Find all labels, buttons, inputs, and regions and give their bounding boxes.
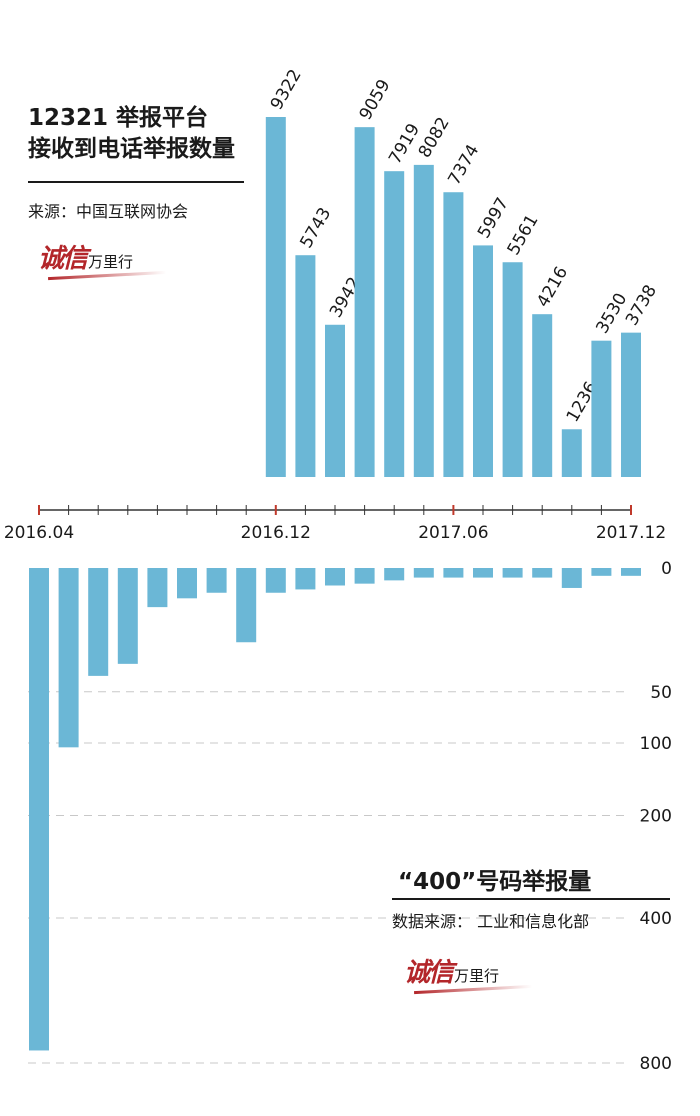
logo-brand-small: 万里行 <box>454 967 500 985</box>
bar-12321 <box>561 429 582 477</box>
bar-400 <box>29 568 49 1051</box>
bar-12321-value-label: 8082 <box>415 114 454 161</box>
bar-400 <box>206 568 227 593</box>
bar-400 <box>117 568 138 664</box>
bar-12321 <box>354 127 375 477</box>
bottom-chart-title: “400”号码举报量 <box>398 869 592 895</box>
bar-12321 <box>532 314 553 477</box>
top-chart-title-line1: 12321 举报平台 <box>28 105 209 131</box>
bar-12321 <box>591 340 612 477</box>
bar-400 <box>413 568 434 578</box>
bar-12321 <box>295 255 316 477</box>
bar-400 <box>177 568 197 599</box>
bar-12321-value-label: 9059 <box>356 76 395 123</box>
bar-400 <box>473 568 493 578</box>
bar-12321 <box>384 171 405 477</box>
x-axis-tick-label: 2016.12 <box>241 523 311 543</box>
bar-400 <box>532 568 553 578</box>
bar-12321 <box>265 117 286 477</box>
y-axis-tick-label: 100 <box>640 734 672 754</box>
x-axis-tick-label: 2017.12 <box>596 523 666 543</box>
bar-12321 <box>473 245 493 477</box>
top-title-rule <box>28 181 244 183</box>
bar-12321 <box>325 324 345 477</box>
bar-400 <box>591 568 612 576</box>
logo-brand-big: 诚信 <box>404 958 454 988</box>
x-axis-tick-label: 2017.06 <box>418 523 488 543</box>
bar-400 <box>88 568 109 676</box>
bar-400 <box>384 568 405 581</box>
bar-400 <box>325 568 345 586</box>
bar-12321-value-label: 4216 <box>533 263 572 310</box>
bar-400 <box>502 568 523 578</box>
logo-brand-big: 诚信 <box>38 244 88 274</box>
bar-400 <box>58 568 79 748</box>
bar-12321 <box>443 192 464 477</box>
bar-400 <box>354 568 375 584</box>
bar-12321 <box>413 164 434 477</box>
y-axis-tick-label: 0 <box>661 559 672 579</box>
bar-12321-value-label: 9322 <box>267 66 306 113</box>
y-axis-tick-label: 400 <box>640 909 672 929</box>
bar-12321 <box>621 332 641 477</box>
y-axis-tick-label: 800 <box>640 1054 672 1074</box>
logo-brand-small: 万里行 <box>88 253 134 271</box>
bar-12321-value-label: 5561 <box>504 211 543 258</box>
top-chart-title-line2: 接收到电话举报数量 <box>28 136 235 162</box>
bar-400 <box>621 568 641 576</box>
bar-400 <box>443 568 464 578</box>
bar-12321 <box>502 262 523 477</box>
bar-400 <box>147 568 168 608</box>
y-axis-tick-label: 50 <box>650 683 672 703</box>
x-axis-tick-label: 2016.04 <box>4 523 74 543</box>
bar-12321-value-label: 5743 <box>296 204 335 251</box>
bar-400 <box>295 568 316 590</box>
top-chart-title: 12321 举报平台 接收到电话举报数量 <box>28 103 235 165</box>
bottom-chart-source: 数据来源： 工业和信息化部 <box>392 912 590 931</box>
bar-400 <box>265 568 286 593</box>
top-chart-source: 来源：中国互联网协会 <box>28 202 189 221</box>
bar-400 <box>236 568 257 643</box>
bar-12321-value-label: 7374 <box>444 141 483 188</box>
bar-400 <box>561 568 582 588</box>
brand-logo: 诚信 万里行 <box>38 238 166 281</box>
bar-12321-value-label: 5997 <box>474 194 513 241</box>
bottom-title-rule <box>392 898 670 900</box>
brand-logo: 诚信 万里行 <box>404 952 532 995</box>
y-axis-tick-label: 200 <box>640 807 672 827</box>
